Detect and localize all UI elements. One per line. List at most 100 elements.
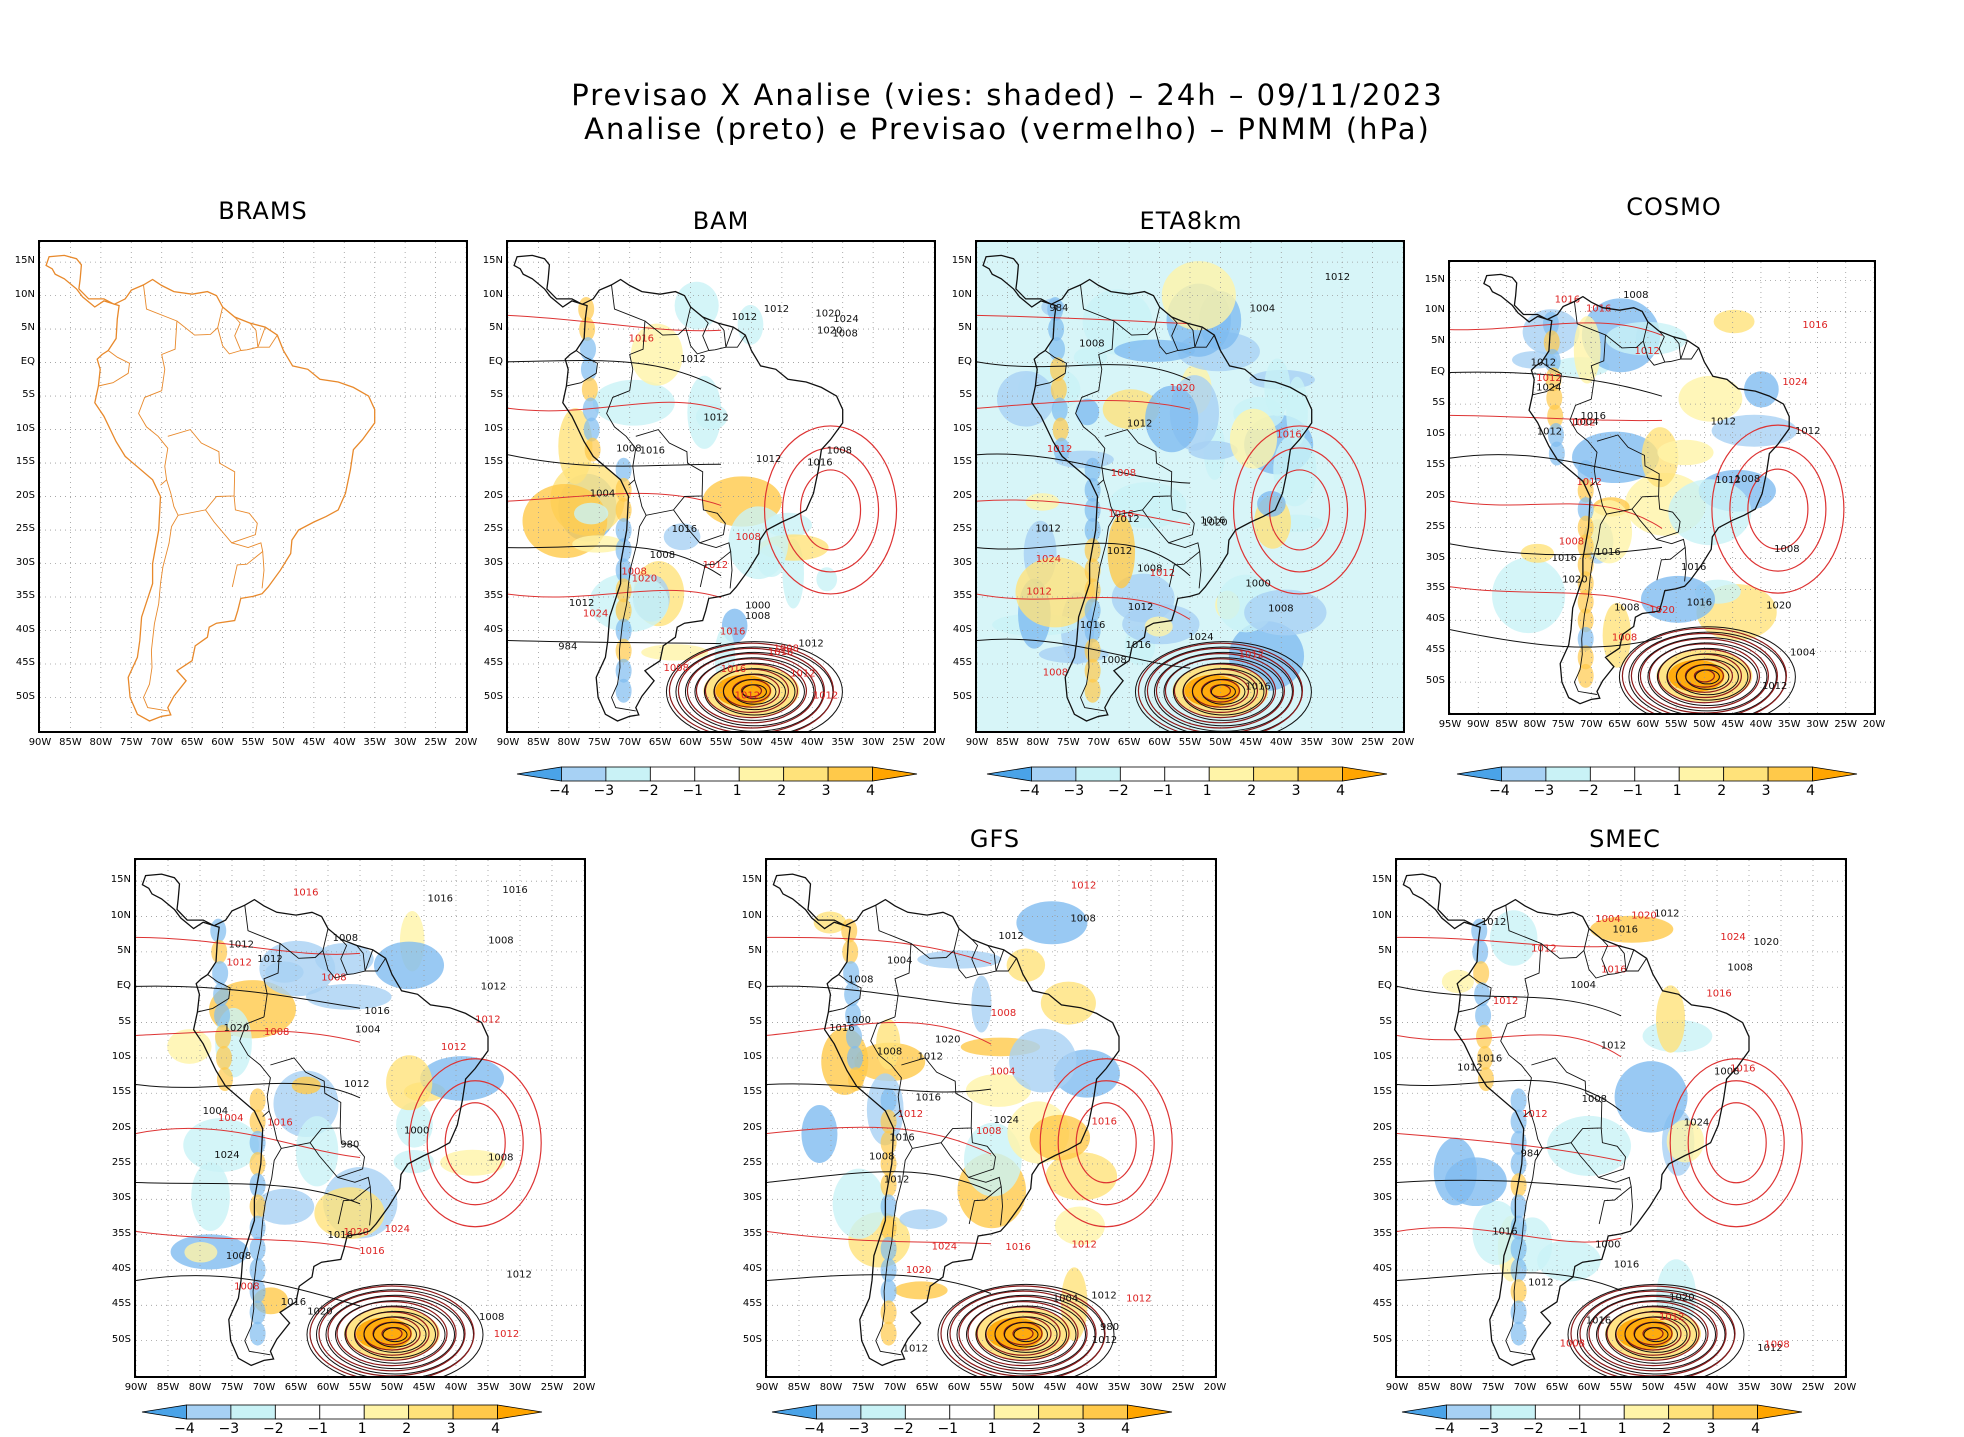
colorbar-seg <box>816 1404 862 1420</box>
x-tick-label: 65W <box>1545 1382 1569 1393</box>
colorbar-seg <box>1031 766 1077 782</box>
y-tick-label: 30S <box>483 556 503 568</box>
x-tick-label: 50W <box>272 737 295 748</box>
bias-blob <box>1472 939 1489 964</box>
bias-blob <box>255 1188 315 1225</box>
isobar-label: 1008 <box>773 644 798 655</box>
isobar-label: 1012 <box>475 1014 500 1025</box>
colorbar-label: 2 <box>777 783 787 799</box>
colorbar-seg <box>1668 1404 1714 1420</box>
panel-title: BAM <box>692 207 750 235</box>
colorbar-label: −4 <box>174 1421 195 1437</box>
bias-blob <box>1473 961 1490 986</box>
bias-blob <box>1145 385 1199 453</box>
isobar-label: 1008 <box>745 611 770 622</box>
isobar-label: 1016 <box>502 885 527 896</box>
colorbar-label: 2 <box>1247 783 1257 799</box>
isobar-label: 1012 <box>756 454 781 465</box>
map-svg: 1016 1008 1012 1012 1008 1012 1016 1012 1004 1008… <box>767 860 1215 1376</box>
colorbar-seg <box>1208 766 1255 782</box>
bias-blob <box>756 544 786 578</box>
bias-blob <box>615 598 632 623</box>
y-tick-label: 35S <box>742 1227 762 1239</box>
isobar-forecast <box>345 1306 439 1361</box>
isobar-label: 1016 <box>1005 1242 1030 1253</box>
y-tick-label: 5N <box>117 944 131 956</box>
country-border <box>337 1176 371 1225</box>
isobar-label: 1000 <box>404 1125 429 1136</box>
colorbar-seg <box>1038 1404 1084 1420</box>
x-tick-label: 65W <box>648 737 672 748</box>
y-tick-label: 20S <box>952 489 972 501</box>
bias-blob <box>1510 1257 1527 1282</box>
isobar-forecast <box>1687 1080 1785 1206</box>
isobar-analysis <box>1182 668 1265 716</box>
colorbar-seg <box>738 766 785 782</box>
x-tick-label: 90W <box>124 1382 148 1393</box>
bias-blob <box>917 950 1002 969</box>
map-svg <box>40 242 466 731</box>
colorbar-label: 4 <box>1336 783 1345 799</box>
bias-blob <box>592 379 675 426</box>
isobar-forecast <box>958 1295 1088 1372</box>
country-border <box>875 905 912 1017</box>
isobar-label: 1012 <box>1634 346 1659 357</box>
isobar-label: 1016 <box>829 1023 854 1034</box>
coastline <box>1402 873 1750 1367</box>
y-tick-label: 35S <box>952 590 972 602</box>
x-tick-label: 90W <box>1466 719 1490 730</box>
isobar-forecast <box>1729 446 1827 572</box>
colorbar-label: −1 <box>1622 783 1644 799</box>
colorbar-label: −3 <box>218 1421 240 1437</box>
x-tick-label: 35W <box>1107 1382 1131 1393</box>
isobar-line <box>1450 414 1663 422</box>
colorbar-svg <box>986 766 1388 782</box>
isobar-label: 1008 <box>1043 668 1068 679</box>
x-tick-label: 50W <box>1209 737 1232 748</box>
coastline <box>45 254 376 722</box>
isobar-label: 1004 <box>1571 980 1596 991</box>
country-border <box>611 515 647 712</box>
country-border <box>566 350 598 387</box>
isobar-analysis <box>382 1327 408 1343</box>
panel-title: GFS <box>969 825 1021 853</box>
bias-blob <box>880 1257 897 1282</box>
isobar-label: 1008 <box>226 1251 251 1262</box>
x-tick-label: 35W <box>1300 737 1324 748</box>
isobar-line <box>977 593 1191 620</box>
isobar-label: 1012 <box>1026 587 1051 598</box>
isobar-label: 1012 <box>703 560 728 571</box>
x-tick-label: 85W <box>1495 719 1518 730</box>
y-tick-label: EQ <box>20 355 35 367</box>
isobar-label: 1012 <box>1126 1293 1151 1304</box>
bias-blob <box>1475 1003 1492 1028</box>
isobar-analysis <box>1624 1316 1688 1353</box>
colorbar-label: −2 <box>893 1421 914 1437</box>
bias-blob <box>420 1056 505 1101</box>
x-tick-label: 30W <box>1330 737 1354 748</box>
country-border <box>309 1127 365 1178</box>
isobar-label: 1004 <box>990 1066 1015 1077</box>
colorbar-label: 4 <box>1751 1421 1760 1437</box>
bias-blob <box>1602 602 1632 668</box>
colorbar-label: 1 <box>1617 1421 1627 1437</box>
isobar-line <box>977 542 1191 577</box>
x-tick-label: 50W <box>380 1382 404 1393</box>
country-border <box>1532 361 1562 396</box>
colorbar-seg <box>1127 1404 1173 1420</box>
country-border <box>1569 398 1598 487</box>
isobar-forecast <box>1747 468 1809 550</box>
bias-blob <box>249 1236 266 1261</box>
isobar-forecast <box>949 1290 1097 1376</box>
isobar-label: 1024 <box>214 1150 239 1161</box>
isobar-label: 1020 <box>1766 601 1791 612</box>
isobar-forecast <box>327 1295 457 1372</box>
isobar-label: 1016 <box>640 445 665 456</box>
isobar-label: 1008 <box>1623 290 1648 301</box>
bias-blob <box>847 1045 863 1070</box>
country-border <box>1458 974 1492 1013</box>
x-tick-label: 50W <box>1693 719 1716 730</box>
isobar-analysis <box>1210 684 1236 700</box>
x-tick-label: 45W <box>1721 719 1744 730</box>
isobar-label: 1012 <box>344 1079 369 1090</box>
